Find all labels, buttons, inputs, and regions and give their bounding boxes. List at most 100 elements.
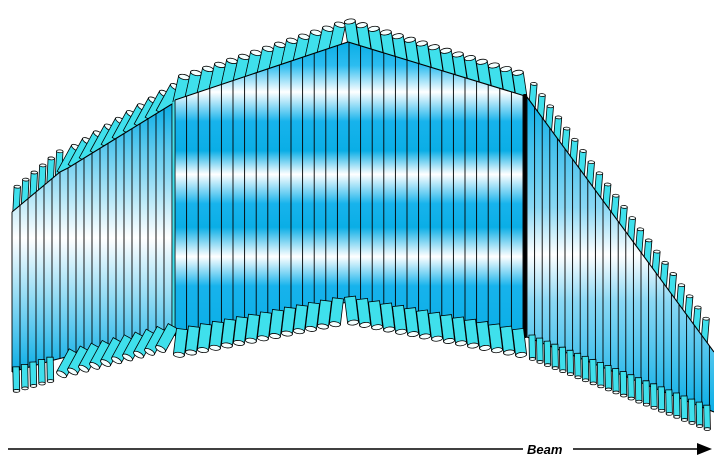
bottom-tube-right — [612, 368, 620, 395]
bottom-tube-right — [665, 389, 673, 416]
bottom-tube-center — [500, 325, 516, 356]
bottom-tube-center — [488, 323, 504, 354]
tube-cap — [46, 379, 55, 383]
bottom-tube-center — [292, 304, 308, 335]
tube-cap — [29, 384, 38, 388]
tube-cap — [12, 389, 21, 393]
detector-section-center — [172, 41, 526, 337]
tube-shaft — [20, 363, 29, 389]
tube-cap — [566, 372, 574, 376]
bottom-tube-right — [650, 383, 658, 410]
bottom-tube-right — [695, 401, 704, 428]
tube-cap — [281, 330, 293, 337]
tube-cap — [669, 272, 677, 276]
bottom-tube-center — [368, 300, 384, 331]
tube-cap — [359, 321, 371, 328]
bottom-tube-center — [304, 301, 320, 332]
beam-arrow: Beam — [8, 442, 712, 456]
tube-cap — [122, 353, 133, 362]
tube-cap — [383, 326, 395, 333]
tube-cap — [681, 418, 689, 422]
tube-cap — [269, 333, 281, 339]
tube-cap — [702, 316, 710, 321]
tube-cap — [636, 227, 645, 232]
tube-cap — [451, 51, 464, 58]
tube-cap — [257, 335, 269, 342]
tube-shaft — [29, 361, 38, 387]
tube-cap — [499, 66, 512, 73]
tube-cap — [395, 328, 407, 335]
tube-cap — [673, 415, 681, 419]
tube-cap — [491, 347, 503, 354]
tube-cap — [56, 370, 67, 379]
tube-cap — [13, 184, 21, 189]
bottom-tube-center — [416, 309, 432, 340]
bottom-tube-center — [220, 318, 236, 349]
tube-cap — [650, 405, 658, 410]
tube-cap — [427, 44, 440, 51]
tube-cap — [56, 149, 64, 154]
tube-cap — [133, 350, 144, 359]
tube-cap — [559, 369, 567, 373]
tube-cap — [371, 324, 383, 331]
tube-cap — [582, 378, 590, 383]
tube-shaft — [703, 404, 711, 430]
tube-cap — [347, 319, 359, 326]
tube-cap — [589, 381, 597, 386]
tube-cap — [221, 342, 233, 349]
tube-shaft — [695, 401, 704, 427]
beam-label: Beam — [527, 442, 563, 456]
tube-cap — [232, 340, 245, 346]
bottom-tube-center — [404, 307, 420, 338]
section-fill — [175, 42, 525, 336]
bottom-tube-left-large — [122, 331, 146, 362]
bottom-tube-right — [642, 380, 651, 407]
bottom-tube-left-large — [155, 323, 179, 353]
tube-shaft — [657, 386, 666, 412]
tube-cap — [612, 390, 620, 395]
tube-cap — [111, 356, 122, 365]
tube-cap — [528, 357, 536, 361]
tube-cap — [677, 283, 686, 288]
bottom-tube-left-large — [100, 337, 124, 367]
tube-shaft — [558, 346, 567, 372]
bottom-tube-right — [627, 374, 635, 401]
tube-cap — [487, 62, 500, 69]
tube-cap — [467, 342, 479, 349]
tube-cap — [475, 58, 488, 65]
tube-cap — [343, 18, 356, 25]
tube-cap — [305, 325, 317, 332]
bottom-tube-left — [46, 356, 55, 383]
tube-shaft — [551, 343, 559, 369]
bottom-tube-center — [476, 321, 492, 351]
tube-cap — [407, 331, 419, 338]
tube-cap — [579, 149, 587, 153]
tube-cap — [379, 29, 392, 36]
bottom-tube-right — [596, 361, 605, 389]
tube-cap — [67, 367, 78, 376]
tube-cap — [515, 351, 528, 358]
tube-cap — [571, 137, 579, 142]
bottom-tube-center — [512, 327, 528, 358]
bottom-tube-right — [528, 334, 537, 361]
tube-layer-front — [12, 295, 711, 431]
tube-cap — [47, 156, 55, 161]
bottom-tube-right — [604, 364, 613, 392]
tube-cap — [22, 177, 30, 182]
tube-cap — [653, 249, 661, 254]
tube-cap — [463, 55, 476, 62]
bottom-tube-right — [558, 346, 567, 373]
tube-cap — [688, 421, 696, 425]
tube-cap — [78, 364, 89, 373]
bottom-tube-right — [574, 352, 582, 380]
tube-shaft — [619, 371, 628, 397]
tube-shaft — [634, 377, 643, 403]
tube-cap — [574, 375, 582, 380]
tube-cap — [661, 260, 669, 265]
tube-cap — [30, 170, 38, 175]
bottom-tube-right — [566, 349, 575, 376]
tube-cap — [292, 328, 305, 335]
bottom-tube-center — [356, 297, 372, 328]
tube-cap — [551, 366, 559, 370]
tube-shaft — [536, 337, 544, 363]
